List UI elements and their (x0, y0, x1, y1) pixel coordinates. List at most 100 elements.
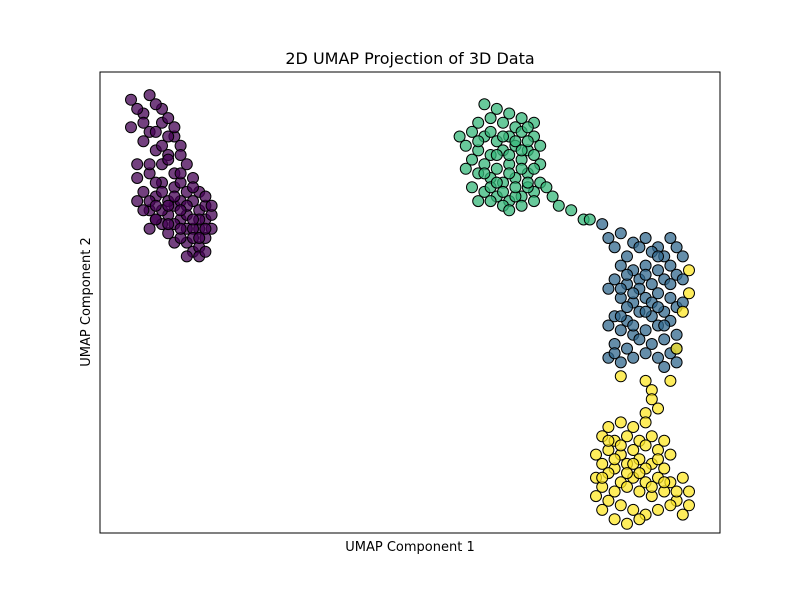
scatter-point-series-3-65 (652, 453, 664, 466)
scatter-point-series-2-37 (614, 324, 627, 337)
scatter-point-series-0-59 (199, 245, 212, 258)
scatter-point-series-3-11 (639, 416, 652, 429)
scatter-point-series-2-36 (602, 319, 615, 332)
scatter-point-series-3-3 (670, 342, 683, 355)
scatter-point-series-1-0 (478, 98, 491, 111)
scatter-point-series-3-69 (645, 480, 658, 493)
scatter-point-series-3-48 (614, 499, 627, 512)
scatter-point-series-1-72 (509, 181, 522, 194)
scatter-point-series-0-58 (180, 250, 193, 263)
scatter-point-series-3-71 (608, 453, 621, 466)
scatter-point-series-1-61 (521, 135, 534, 148)
scatter-point-series-2-51 (639, 347, 652, 360)
scatter-point-series-1-15 (534, 139, 547, 152)
scatter-point-series-1-44 (503, 204, 516, 217)
scatter-point-series-3-56 (633, 513, 646, 526)
scatter-point-series-3-4 (614, 370, 627, 383)
scatter-point-series-3-63 (627, 457, 640, 470)
scatter-point-series-2-70 (627, 287, 640, 300)
scatter-point-series-2-50 (627, 351, 640, 364)
scatter-point-series-2-67 (664, 278, 677, 291)
scatter-point-series-3-58 (608, 513, 621, 526)
scatter-point-series-1-2 (503, 107, 516, 120)
scatter-point-series-3-72 (596, 471, 609, 484)
scatter-point-series-3-60 (590, 490, 602, 503)
scatter-point-series-0-11 (137, 135, 150, 148)
scatter-point-series-3-42 (621, 480, 633, 493)
scatter-point-series-2-12 (608, 241, 621, 254)
scatter-point-series-2-6 (664, 232, 677, 244)
scatter-point-series-1-57 (472, 135, 485, 148)
scatter-point-series-1-51 (540, 181, 553, 194)
scatter-point-series-2-55 (658, 361, 671, 373)
scatter-point-series-1-22 (466, 153, 478, 166)
points-layer (125, 89, 695, 530)
scatter-point-series-0-1 (143, 89, 156, 102)
scatter-point-series-1-67 (503, 167, 516, 180)
scatter-point-series-1-9 (466, 125, 478, 138)
scatter-point-series-2-11 (621, 250, 633, 263)
scatter-point-series-1-68 (515, 162, 528, 175)
scatter-point-series-3-6 (664, 374, 677, 387)
plot-frame (99, 71, 721, 534)
scatter-point-series-1-27 (528, 149, 540, 161)
scatter-point-series-0-66 (156, 139, 168, 152)
scatter-point-series-3-47 (602, 494, 615, 507)
scatter-point-series-0-4 (125, 121, 137, 134)
scatter-point-series-0-68 (174, 149, 187, 161)
scatter-point-series-2-39 (639, 324, 652, 337)
scatter-point-series-0-80 (137, 204, 150, 217)
scatter-point-series-2-17 (664, 259, 677, 272)
scatter-point-series-2-13 (614, 259, 627, 272)
scatter-point-series-3-61 (602, 434, 615, 447)
scatter-point-series-1-21 (459, 139, 472, 152)
scatter-point-series-3-74 (676, 471, 689, 484)
scatter-point-series-3-26 (590, 448, 602, 461)
scatter-point-series-3-1 (683, 287, 695, 300)
scatter-point-series-2-29 (664, 291, 677, 304)
scatter-point-series-0-87 (174, 222, 187, 235)
scatter-point-series-0-23 (131, 195, 144, 208)
scatter-point-series-1-3 (515, 112, 528, 125)
scatter-point-series-1-24 (490, 162, 503, 175)
scatter-point-series-2-73 (639, 268, 652, 281)
scatter-point-series-3-14 (602, 421, 615, 433)
scatter-point-series-1-74 (528, 195, 540, 208)
scatter-point-series-0-77 (168, 190, 181, 203)
chart-title: 2D UMAP Projection of 3D Data (285, 49, 534, 68)
scatter-point-series-1-65 (478, 167, 491, 180)
scatter-point-series-2-1 (602, 232, 615, 244)
scatter-point-series-2-68 (621, 301, 633, 314)
y-axis-label: UMAP Component 2 (79, 237, 94, 366)
scatter-point-series-1-73 (521, 176, 534, 189)
scatter-point-series-0-70 (162, 153, 175, 166)
scatter-point-series-1-64 (515, 144, 528, 157)
scatter-point-series-3-51 (652, 503, 664, 516)
scatter-point-series-3-13 (614, 416, 627, 429)
x-axis-label: UMAP Component 1 (345, 540, 474, 555)
scatter-point-series-3-67 (621, 467, 633, 480)
scatter-point-series-2-52 (652, 351, 664, 364)
scatter-point-series-2-45 (633, 333, 646, 346)
scatter-point-series-1-70 (484, 195, 497, 208)
scatter-point-series-3-23 (627, 444, 640, 456)
scatter-point-series-3-68 (633, 467, 646, 480)
scatter-point-series-1-34 (466, 181, 478, 194)
scatter-point-series-0-22 (137, 185, 150, 198)
scatter-point-series-3-70 (658, 476, 671, 489)
scatter-point-series-2-49 (614, 356, 627, 369)
scatter-point-series-3-8 (645, 393, 658, 406)
scatter-point-series-3-32 (658, 462, 671, 475)
scatter-point-series-3-59 (596, 503, 609, 516)
scatter-point-series-2-71 (658, 319, 671, 332)
scatter-point-series-2-20 (645, 278, 658, 291)
scatter-point-series-0-50 (131, 172, 144, 184)
scatter-point-series-0-88 (162, 218, 175, 231)
scatter-point-series-0-65 (162, 130, 175, 143)
scatter-point-series-1-60 (509, 135, 522, 148)
scatter-point-series-2-7 (670, 241, 683, 254)
scatter-point-series-1-46 (472, 195, 485, 208)
scatter-point-series-0-12 (131, 158, 144, 171)
scatter-point-series-3-66 (664, 448, 677, 461)
